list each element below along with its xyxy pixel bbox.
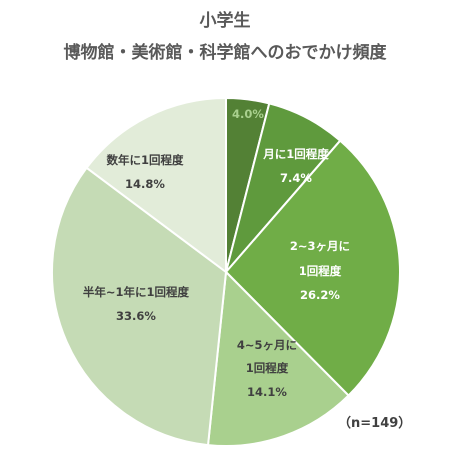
slice-label: 数年に1回程度	[106, 153, 184, 167]
slice-label: 半年~1年に1回程度	[83, 285, 190, 299]
slice-value-label: 7.4%	[280, 171, 312, 185]
pie-slice	[224, 139, 401, 397]
chart-title: 小学生	[199, 11, 251, 31]
sample-size-note: （n=149）	[338, 416, 412, 431]
slice-value-label: 33.6%	[116, 309, 156, 323]
pie-slice	[51, 166, 228, 447]
slice-label: 月に数回	[224, 81, 271, 95]
pie-slice	[206, 269, 350, 447]
slice-label: 1回程度	[299, 264, 342, 278]
slice-value-label: 4.0%	[232, 107, 264, 121]
chart-subtitle: 博物館・美術館・科学館へのおでかけ頻度	[63, 43, 387, 63]
pie-slice	[85, 96, 227, 274]
slice-label: 月に1回程度	[262, 147, 329, 161]
slice-label: 4~5ヶ月に	[237, 338, 297, 352]
slice-value-label: 14.1%	[247, 385, 287, 399]
slice-value-label: 26.2%	[300, 288, 340, 302]
slice-label: 1回程度	[246, 361, 289, 375]
slice-value-label: 14.8%	[125, 177, 165, 191]
slice-label: 2~3ヶ月に	[290, 239, 350, 253]
